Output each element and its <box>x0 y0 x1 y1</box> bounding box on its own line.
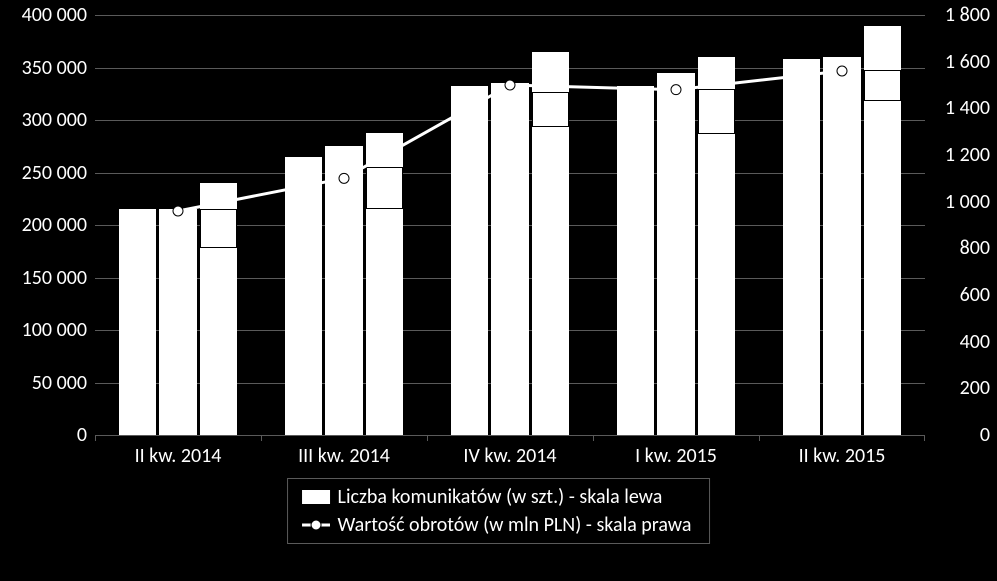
legend-swatch-line <box>302 518 330 532</box>
y-right-tick: 200 <box>930 376 990 400</box>
y-left-tick: 200 000 <box>7 213 87 237</box>
legend: Liczba komunikatów (w szt.) - skala lewa… <box>287 478 711 544</box>
gridline <box>95 435 925 436</box>
y-left-tick: 100 000 <box>7 318 87 342</box>
x-label: II kw. 2015 <box>759 444 925 468</box>
x-tick <box>261 435 262 441</box>
legend-item-line: Wartość obrotów (w mln PLN) - skala praw… <box>302 513 692 537</box>
y-right-tick: 400 <box>930 330 990 354</box>
y-right-tick: 1 200 <box>930 143 990 167</box>
x-label: IV kw. 2014 <box>427 444 593 468</box>
y-right-tick: 600 <box>930 283 990 307</box>
y-left-tick: 0 <box>7 423 87 447</box>
x-tick <box>427 435 428 441</box>
x-tick <box>593 435 594 441</box>
y-left-tick: 300 000 <box>7 108 87 132</box>
y-right-tick: 800 <box>930 236 990 260</box>
legend-label: Liczba komunikatów (w szt.) - skala lewa <box>338 485 663 509</box>
x-label: II kw. 2014 <box>95 444 261 468</box>
line-series <box>95 15 925 435</box>
y-right-tick: 1 800 <box>930 3 990 27</box>
y-left-tick: 250 000 <box>7 161 87 185</box>
legend-swatch-bar <box>302 490 330 504</box>
y-right-tick: 0 <box>930 423 990 447</box>
y-left-tick: 400 000 <box>7 3 87 27</box>
x-label: I kw. 2015 <box>593 444 759 468</box>
y-right-tick: 1 000 <box>930 190 990 214</box>
y-right-tick: 1 400 <box>930 96 990 120</box>
x-tick <box>95 435 96 441</box>
chart-container: 0 50 000 100 000 150 000 200 000 250 000… <box>0 0 997 581</box>
x-tick <box>759 435 760 441</box>
y-left-tick: 350 000 <box>7 56 87 80</box>
y-left-tick: 150 000 <box>7 266 87 290</box>
legend-label: Wartość obrotów (w mln PLN) - skala praw… <box>338 513 692 537</box>
plot-area <box>95 15 925 435</box>
x-tick <box>924 435 925 441</box>
legend-item-bar: Liczba komunikatów (w szt.) - skala lewa <box>302 485 692 509</box>
y-left-tick: 50 000 <box>7 371 87 395</box>
x-label: III kw. 2014 <box>261 444 427 468</box>
y-right-tick: 1 600 <box>930 50 990 74</box>
